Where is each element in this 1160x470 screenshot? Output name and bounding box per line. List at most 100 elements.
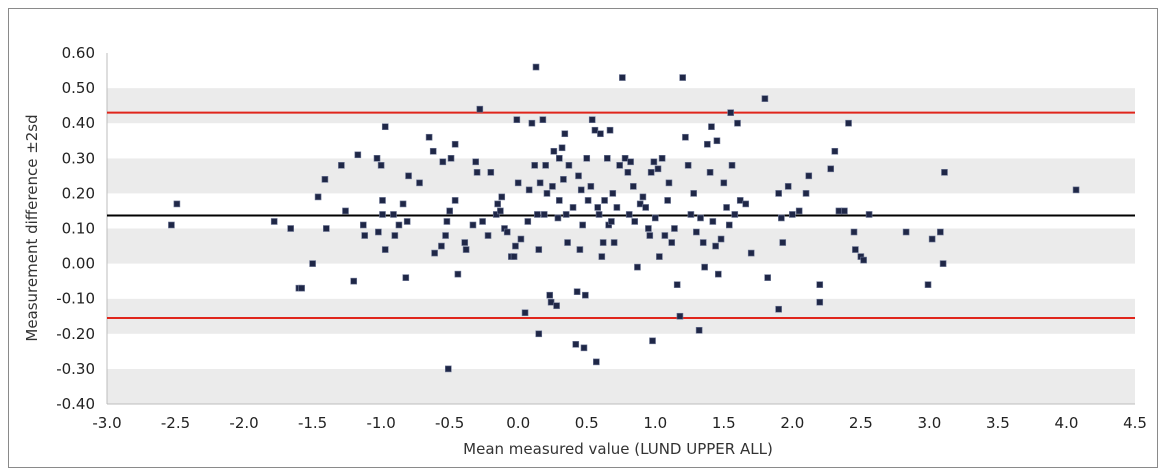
y-tick-label: -0.20 bbox=[56, 325, 95, 343]
data-point bbox=[816, 281, 824, 288]
data-point bbox=[510, 253, 518, 260]
data-point bbox=[928, 235, 936, 243]
data-point bbox=[736, 197, 744, 204]
data-point bbox=[595, 211, 603, 218]
data-point bbox=[587, 183, 595, 190]
data-point bbox=[619, 74, 626, 81]
x-tick-label: -1.0 bbox=[366, 414, 395, 432]
data-point bbox=[360, 221, 367, 229]
data-point bbox=[598, 253, 606, 260]
data-point bbox=[542, 162, 549, 169]
data-point bbox=[442, 232, 449, 239]
data-point bbox=[591, 126, 599, 134]
data-point bbox=[728, 162, 736, 169]
data-point bbox=[479, 218, 486, 225]
data-point bbox=[534, 211, 541, 218]
data-point bbox=[377, 162, 385, 169]
data-point bbox=[390, 211, 397, 218]
data-point bbox=[547, 298, 555, 306]
data-point bbox=[524, 218, 532, 225]
data-point bbox=[429, 147, 437, 155]
data-point bbox=[723, 204, 730, 211]
data-point bbox=[676, 312, 684, 320]
grid-band bbox=[107, 53, 1135, 89]
data-point bbox=[608, 218, 615, 225]
data-point bbox=[517, 235, 525, 243]
y-tick-label: -0.30 bbox=[56, 360, 95, 378]
x-tick-label: 2.0 bbox=[780, 414, 804, 432]
data-point bbox=[395, 221, 403, 229]
data-point bbox=[613, 204, 621, 211]
data-point bbox=[924, 281, 932, 288]
data-point bbox=[512, 242, 519, 250]
x-tick-label: 0.0 bbox=[506, 414, 530, 432]
data-point bbox=[701, 263, 708, 271]
data-point bbox=[399, 200, 407, 208]
data-point bbox=[270, 218, 278, 225]
y-axis-ticks: -0.40 -0.30 -0.20 -0.10 0.00 0.10 0.20 0.30 0.40… bbox=[56, 44, 95, 413]
grid-band bbox=[107, 333, 1135, 369]
data-point bbox=[610, 239, 618, 246]
data-point bbox=[845, 119, 852, 127]
data-point bbox=[494, 200, 501, 208]
y-tick-label: 0.30 bbox=[62, 149, 95, 167]
data-point bbox=[699, 239, 707, 246]
data-point bbox=[583, 155, 591, 162]
data-point bbox=[725, 221, 733, 229]
data-point bbox=[342, 207, 349, 215]
data-point bbox=[498, 193, 506, 201]
data-point bbox=[789, 211, 796, 218]
data-point bbox=[416, 179, 423, 187]
data-point bbox=[802, 190, 810, 197]
data-point bbox=[497, 207, 504, 215]
data-point bbox=[558, 144, 566, 152]
data-point bbox=[298, 284, 305, 292]
data-point bbox=[593, 358, 600, 366]
data-point bbox=[939, 260, 947, 267]
data-point bbox=[805, 172, 813, 180]
data-point bbox=[531, 162, 538, 169]
data-point bbox=[438, 242, 445, 250]
y-tick-label: 0.10 bbox=[62, 220, 95, 238]
data-point bbox=[647, 169, 655, 176]
x-tick-label: 2.5 bbox=[849, 414, 873, 432]
data-point bbox=[706, 169, 714, 176]
data-point bbox=[775, 305, 782, 313]
x-tick-label: 4.0 bbox=[1055, 414, 1079, 432]
data-point bbox=[720, 179, 728, 187]
data-point bbox=[687, 211, 695, 218]
data-point bbox=[391, 232, 399, 239]
data-point bbox=[704, 140, 711, 148]
data-point bbox=[375, 228, 382, 236]
data-point bbox=[684, 162, 692, 169]
data-point bbox=[469, 221, 477, 229]
reference-lines bbox=[107, 111, 1135, 320]
data-point bbox=[639, 193, 647, 201]
x-tick-label: 1.0 bbox=[643, 414, 667, 432]
data-point bbox=[525, 186, 533, 194]
data-point bbox=[841, 207, 848, 215]
data-point bbox=[588, 116, 596, 123]
data-point bbox=[564, 239, 571, 246]
y-tick-label: 0.50 bbox=[62, 79, 95, 97]
y-tick-label: 0.00 bbox=[62, 255, 95, 273]
data-point bbox=[727, 109, 734, 116]
data-point bbox=[446, 207, 453, 215]
data-point bbox=[656, 253, 663, 260]
data-point bbox=[287, 225, 294, 232]
data-point bbox=[778, 214, 785, 222]
data-point bbox=[314, 193, 322, 201]
data-point bbox=[554, 214, 562, 222]
data-point bbox=[717, 235, 725, 243]
data-point bbox=[381, 246, 389, 253]
data-point bbox=[902, 228, 910, 236]
data-point bbox=[941, 169, 948, 176]
data-point bbox=[795, 207, 803, 215]
data-point bbox=[569, 204, 577, 211]
x-tick-label: -3.0 bbox=[92, 414, 121, 432]
data-points bbox=[168, 63, 1080, 373]
data-point bbox=[682, 133, 689, 141]
data-point bbox=[831, 147, 839, 155]
data-point bbox=[536, 179, 544, 187]
